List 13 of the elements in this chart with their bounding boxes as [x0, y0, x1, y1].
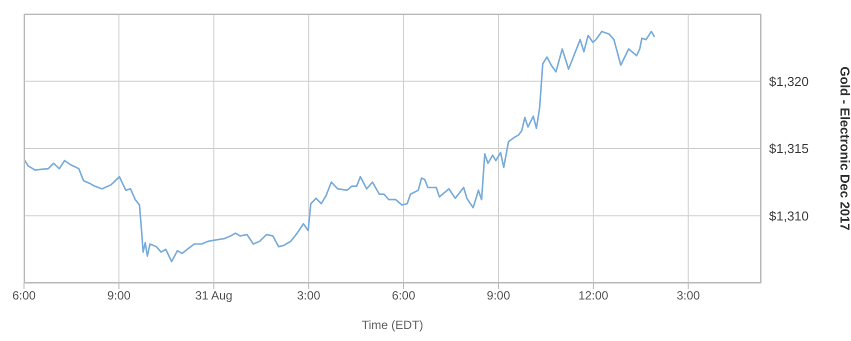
- x-axis-title: Time (EDT): [362, 318, 424, 332]
- x-tick-label: 3:00: [297, 288, 321, 303]
- x-tick-label: 9:00: [486, 288, 510, 303]
- y-tick-label: $1,315: [769, 141, 809, 156]
- x-tick-label: 9:00: [107, 288, 131, 303]
- y-tick-label: $1,320: [769, 74, 809, 89]
- x-tick-label: 3:00: [676, 288, 700, 303]
- x-tick-label: 12:00: [578, 288, 609, 303]
- y-axis-title: Gold - Electronic Dec 2017: [837, 66, 851, 231]
- x-tick-label: 6:00: [12, 288, 36, 303]
- x-tick-label: 6:00: [392, 288, 416, 303]
- y-tick-label: $1,310: [769, 208, 809, 224]
- x-tick-label: 31 Aug: [195, 288, 232, 303]
